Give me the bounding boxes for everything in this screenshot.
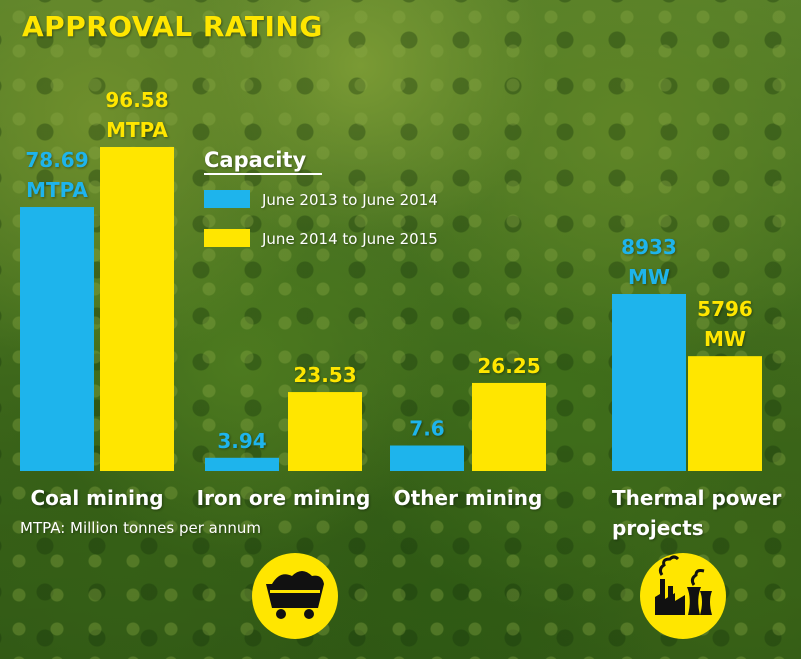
data-label-3-1-0: 5796 — [697, 297, 753, 321]
category-label-0: Coal mining — [30, 486, 163, 510]
data-label-0-0-1: MTPA — [26, 178, 88, 202]
category-label-3-0: Thermal power — [612, 486, 782, 510]
legend-label-0: June 2013 to June 2014 — [261, 191, 438, 209]
bar-3-1 — [688, 356, 762, 471]
legend-swatch-0 — [204, 190, 250, 208]
data-label-2-0-0: 7.6 — [409, 417, 444, 441]
data-label-3-0-1: MW — [628, 265, 670, 289]
data-label-2-1-0: 26.25 — [477, 354, 540, 378]
data-label-1-0-0: 3.94 — [217, 429, 266, 453]
data-label-0-1-0: 96.58 — [105, 88, 168, 112]
coal-cart-icon — [252, 553, 338, 639]
category-label-3-1: projects — [612, 516, 704, 540]
legend-swatch-1 — [204, 229, 250, 247]
bar-0-0 — [20, 207, 94, 471]
legend-title: Capacity — [204, 148, 306, 172]
bar-3-0 — [612, 294, 686, 471]
bar-2-0 — [390, 445, 464, 471]
data-label-1-1-0: 23.53 — [293, 363, 356, 387]
category-label-1: Iron ore mining — [197, 486, 371, 510]
data-label-0-0-0: 78.69 — [25, 148, 88, 172]
chart-title: APPROVAL RATING — [22, 10, 323, 43]
data-label-3-0-0: 8933 — [621, 235, 677, 259]
data-label-3-1-1: MW — [704, 327, 746, 351]
bar-1-0 — [205, 457, 279, 471]
unit-note: MTPA: Million tonnes per annum — [20, 519, 261, 537]
bar-2-1 — [472, 382, 546, 471]
category-label-2: Other mining — [394, 486, 543, 510]
power-plant-icon — [640, 553, 726, 639]
data-label-0-1-1: MTPA — [106, 118, 168, 142]
bar-0-1 — [100, 147, 174, 471]
bar-1-1 — [288, 392, 362, 471]
legend-label-1: June 2014 to June 2015 — [261, 230, 438, 248]
